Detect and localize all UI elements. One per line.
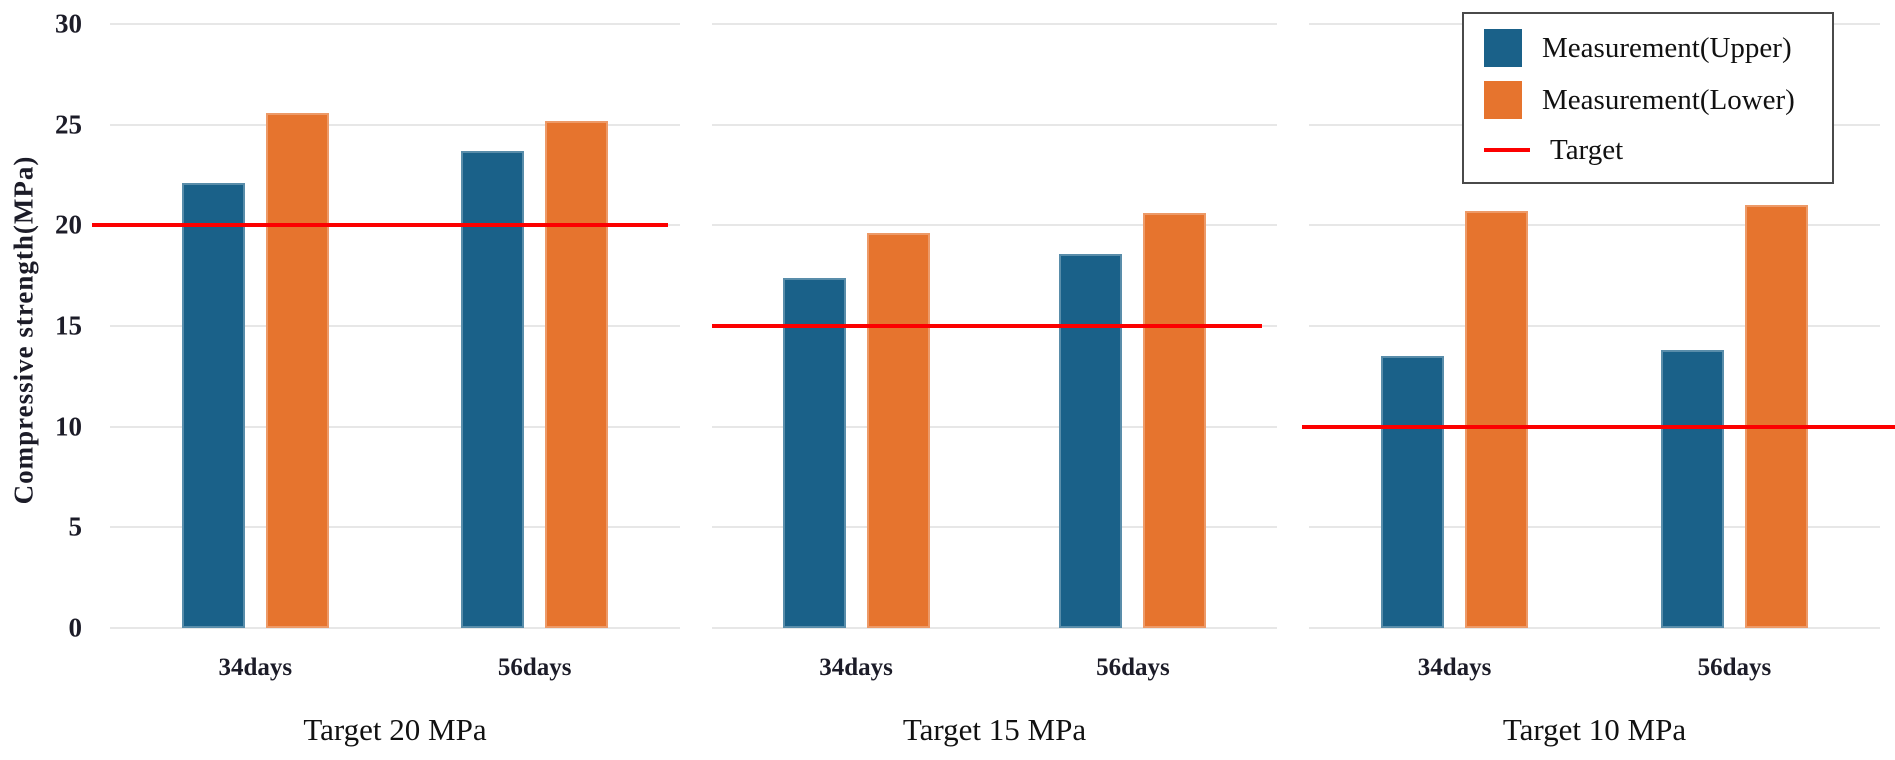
gridline	[110, 526, 680, 529]
legend-item-target: Target	[1464, 134, 1832, 167]
x-tick-label: 56days	[1697, 654, 1772, 681]
bar-upper-34days	[1381, 356, 1445, 628]
gridline	[110, 627, 680, 629]
gridline	[110, 23, 680, 25]
legend-item-lower: Measurement(Lower)	[1464, 81, 1832, 120]
x-tick-label: 56days	[497, 654, 572, 681]
x-tick-label: 34days	[819, 654, 893, 681]
bar-lower-34days	[866, 233, 930, 628]
y-tick-label: 20	[55, 209, 82, 240]
y-tick-label: 15	[55, 310, 82, 341]
lower-series-swatch	[1484, 81, 1522, 120]
y-tick-label: 30	[55, 8, 82, 39]
y-tick-label: 0	[68, 612, 83, 643]
gridline	[1309, 526, 1880, 529]
gridline	[712, 526, 1277, 529]
bar-upper-56days	[461, 150, 525, 628]
bar-upper-56days	[1059, 253, 1123, 628]
gridline	[110, 325, 680, 327]
bar-lower-56days	[1143, 213, 1207, 628]
panel-caption: Target 15 MPa	[902, 712, 1087, 747]
gridline	[1309, 325, 1880, 327]
bar-lower-56days	[1744, 205, 1808, 628]
gridline	[712, 123, 1277, 126]
bar-upper-34days	[782, 277, 846, 628]
x-tick-label: 56days	[1096, 654, 1170, 681]
gridline	[1309, 224, 1880, 227]
bar-lower-34days	[265, 112, 329, 628]
target-line	[1302, 424, 1895, 429]
y-tick-label: 10	[55, 411, 82, 442]
gridline	[712, 23, 1277, 25]
gridline	[712, 425, 1277, 428]
bar-upper-34days	[181, 183, 245, 628]
target-line	[92, 223, 668, 228]
panel-caption: Target 10 MPa	[1502, 712, 1687, 747]
bar-upper-56days	[1660, 350, 1724, 628]
target-line	[712, 324, 1262, 328]
bar-lower-34days	[1465, 211, 1529, 628]
target-line-swatch	[1484, 148, 1530, 153]
y-tick-label: 5	[68, 511, 83, 542]
gridline	[712, 627, 1277, 629]
gridline	[1309, 627, 1880, 629]
upper-series-swatch	[1484, 29, 1522, 68]
bar-lower-56days	[545, 120, 609, 628]
panel-caption: Target 20 MPa	[303, 712, 487, 747]
gridline	[712, 224, 1277, 227]
legend: Measurement(Upper) Measurement(Lower) Ta…	[1462, 12, 1834, 184]
panel-target-15-mpa: 34days 56days Target 15 MPa	[712, 23, 1277, 747]
gridline	[110, 123, 680, 126]
x-tick-label: 34days	[218, 654, 293, 681]
legend-label: Measurement(Upper)	[1542, 31, 1792, 64]
x-tick-label: 34days	[1417, 654, 1492, 681]
legend-item-upper: Measurement(Upper)	[1464, 29, 1832, 68]
legend-label: Target	[1550, 133, 1624, 166]
panel-target-10-mpa: 34days 56days Target 10 MPa	[1302, 23, 1895, 747]
y-tick-label: 25	[55, 109, 82, 140]
panel-target-20-mpa: 34days 56days Target 20 MPa	[92, 23, 680, 747]
legend-label: Measurement(Lower)	[1542, 83, 1795, 116]
gridline	[110, 425, 680, 428]
